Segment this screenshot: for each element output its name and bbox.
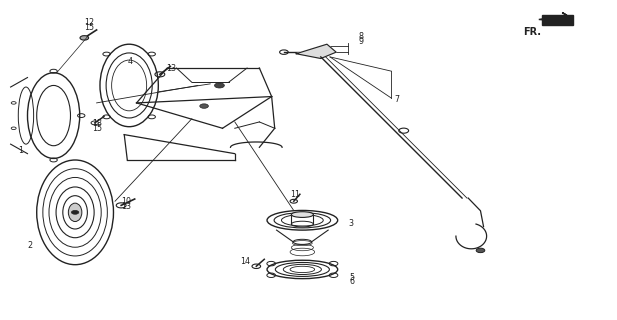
Polygon shape [539, 12, 573, 25]
Text: 13: 13 [121, 202, 131, 211]
Ellipse shape [267, 211, 337, 230]
Text: 12: 12 [85, 18, 94, 27]
Text: 15: 15 [93, 124, 102, 132]
Circle shape [200, 104, 209, 108]
Text: 3: 3 [349, 219, 354, 228]
Polygon shape [296, 44, 336, 59]
Ellipse shape [267, 260, 337, 279]
Circle shape [215, 83, 225, 88]
Text: 6: 6 [350, 277, 355, 286]
Text: 15: 15 [85, 23, 94, 32]
Circle shape [80, 36, 89, 40]
Text: 4: 4 [127, 57, 132, 66]
Text: 11: 11 [290, 190, 300, 199]
Text: FR.: FR. [523, 27, 542, 37]
Text: 7: 7 [394, 95, 400, 104]
Polygon shape [542, 15, 573, 25]
Text: 1: 1 [19, 146, 23, 155]
Text: 14: 14 [240, 257, 250, 266]
Text: 13: 13 [166, 64, 176, 73]
Text: 9: 9 [359, 37, 364, 46]
Text: 8: 8 [359, 32, 364, 42]
Ellipse shape [291, 212, 313, 217]
Text: 2: 2 [28, 241, 33, 250]
Circle shape [476, 248, 485, 252]
Text: 13: 13 [93, 119, 102, 128]
Text: 10: 10 [121, 197, 131, 206]
Circle shape [72, 211, 79, 214]
Ellipse shape [68, 203, 82, 221]
Text: 5: 5 [350, 273, 355, 282]
